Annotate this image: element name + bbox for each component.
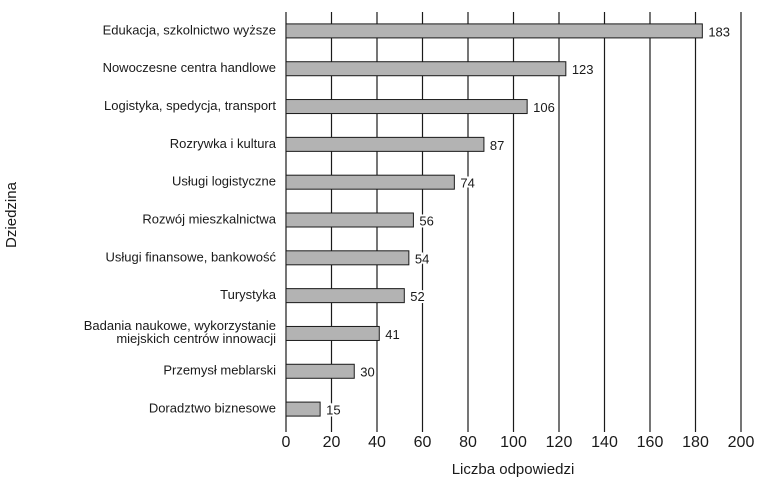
x-tick-label: 200 [728,434,755,451]
x-tick-label: 100 [500,434,527,451]
y-axis-label: Dziedzina [3,181,20,248]
y-tick-label: Nowoczesne centra handlowe [103,60,276,75]
y-tick-label: Usługi finansowe, bankowość [105,249,276,264]
x-tick-label: 40 [368,434,386,451]
x-tick-label: 80 [459,434,477,451]
y-tick-label: Logistyka, spedycja, transport [104,98,276,113]
bar [285,174,455,190]
y-tick-label: Przemysł meblarski [163,363,276,378]
value-label: 41 [385,327,399,342]
y-tick-label: Rozrywka i kultura [170,136,277,151]
value-label: 15 [326,403,340,418]
value-label: 87 [490,138,504,153]
bar [285,325,380,341]
x-axis-label: Liczba odpowiedzi [452,461,575,478]
x-tick-label: 180 [682,434,709,451]
bar [285,363,355,379]
value-label: 123 [572,62,594,77]
y-tick-label: Usługi logistyczne [172,174,276,189]
x-tick-label: 20 [323,434,341,451]
bar [285,401,321,417]
value-label: 30 [360,365,374,380]
y-tick-label: Rozwój mieszkalnictwa [142,211,276,226]
value-label: 183 [708,24,730,39]
value-label: 56 [419,213,433,228]
bar [285,288,405,304]
x-tick-label: 60 [414,434,432,451]
x-tick-label: 0 [282,434,291,451]
value-label: 52 [410,289,424,304]
y-tick-label: Badania naukowe, wykorzystanie miejskich … [84,318,276,346]
bar [285,99,528,115]
value-label: 54 [415,251,429,266]
y-tick-label: Turystyka [220,287,277,302]
x-tick-label: 120 [546,434,573,451]
y-tick-label: Doradztwo biznesowe [149,401,276,416]
x-tick-label: 160 [637,434,664,451]
bar [285,23,703,39]
value-label: 106 [533,100,555,115]
bar [285,250,410,266]
bar [285,136,485,152]
x-tick-label: 140 [591,434,618,451]
bar [285,212,414,228]
bar [285,61,567,77]
value-label: 74 [460,176,474,191]
y-tick-label: Edukacja, szkolnictwo wyższe [103,22,276,37]
